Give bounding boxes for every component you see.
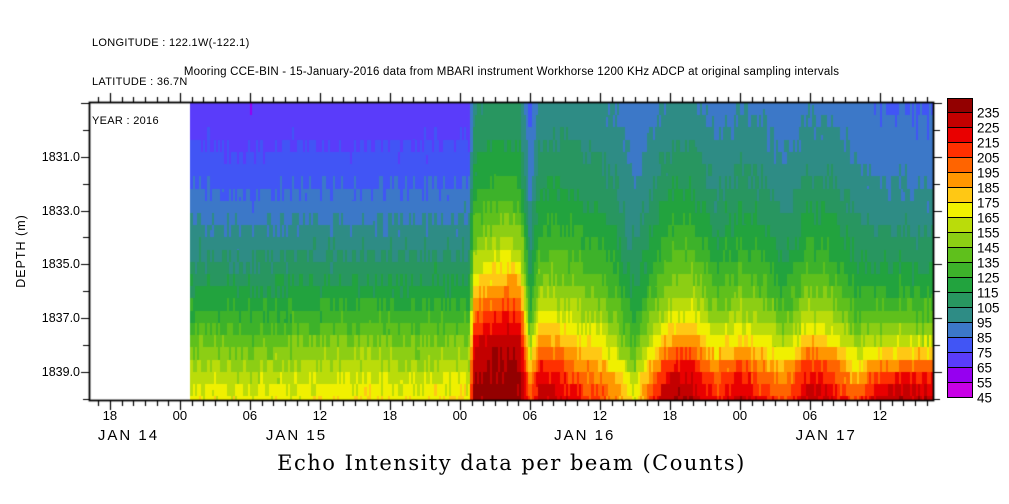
header-latitude: LATITUDE : 36.7N (92, 76, 188, 88)
colorbar-tick-label: 215 (977, 135, 1000, 151)
colorbar-cell (947, 248, 973, 263)
colorbar-tick-label: 195 (977, 165, 1000, 181)
colorbar-cell (947, 158, 973, 173)
x-tick-label: 00 (732, 408, 748, 423)
colorbar-tick-label: 125 (977, 270, 1000, 286)
colorbar-cell (947, 293, 973, 308)
colorbar (947, 98, 973, 398)
colorbar-cell (947, 338, 973, 353)
colorbar-cell (947, 218, 973, 233)
x-date-label: JAN 15 (265, 427, 328, 444)
colorbar-cell (947, 383, 973, 398)
colorbar-cell (947, 278, 973, 293)
colorbar-cell (947, 203, 973, 218)
colorbar-tick-label: 85 (977, 330, 993, 346)
x-tick-label: 18 (102, 408, 118, 423)
x-tick-label: 00 (452, 408, 468, 423)
x-tick-label: 18 (382, 408, 398, 423)
colorbar-tick-label: 185 (977, 180, 1000, 196)
colorbar-cell (947, 308, 973, 323)
y-tick-label: 1837.0 (41, 311, 80, 326)
colorbar-cell (947, 233, 973, 248)
x-tick-label: 06 (522, 408, 538, 423)
colorbar-tick-label: 95 (977, 315, 993, 331)
colorbar-tick-label: 135 (977, 255, 1000, 271)
bottom-title: Echo Intensity data per beam (Counts) (277, 451, 746, 475)
y-tick-label: 1833.0 (41, 203, 80, 218)
colorbar-cell (947, 128, 973, 143)
x-date-label: JAN 16 (554, 427, 616, 444)
colorbar-cell (947, 113, 973, 128)
colorbar-tick-label: 235 (977, 105, 1000, 121)
y-axis-title: DEPTH (m) (14, 214, 28, 288)
x-date-label: JAN 14 (97, 427, 160, 444)
x-tick-label: 12 (592, 408, 608, 423)
y-tick-label: 1835.0 (41, 257, 80, 272)
colorbar-tick-label: 175 (977, 195, 1000, 211)
colorbar-tick-label: 105 (977, 300, 1000, 316)
colorbar-cell (947, 323, 973, 338)
x-date-label: JAN 17 (795, 427, 857, 444)
header-longitude: LONGITUDE : 122.1W(-122.1) (92, 37, 250, 49)
colorbar-tick-label: 225 (977, 120, 1000, 136)
colorbar-tick-label: 205 (977, 150, 1000, 166)
x-tick-label: 06 (242, 408, 258, 423)
colorbar-tick-label: 65 (977, 360, 993, 376)
colorbar-tick-label: 55 (977, 375, 993, 391)
x-tick-label: 18 (662, 408, 678, 423)
x-tick-label: 06 (802, 408, 818, 423)
colorbar-tick-label: 155 (977, 225, 1000, 241)
y-tick-label: 1839.0 (41, 364, 80, 379)
x-tick-label: 12 (312, 408, 328, 423)
header-year: YEAR : 2016 (92, 115, 159, 127)
colorbar-cell (947, 368, 973, 383)
header-block: LONGITUDE : 122.1W(-122.1) LATITUDE : 36… (92, 11, 250, 154)
colorbar-tick-label: 45 (977, 390, 993, 406)
colorbar-cell (947, 173, 973, 188)
colorbar-cell (947, 353, 973, 368)
colorbar-tick-label: 115 (977, 285, 999, 301)
x-tick-label: 12 (872, 408, 888, 423)
colorbar-cell (947, 188, 973, 203)
colorbar-cell (947, 263, 973, 278)
colorbar-tick-label: 145 (977, 240, 1000, 256)
colorbar-tick-label: 165 (977, 210, 1000, 226)
colorbar-tick-label: 75 (977, 345, 993, 361)
y-tick-label: 1831.0 (41, 149, 80, 164)
colorbar-cell (947, 98, 973, 113)
plot-title: Mooring CCE-BIN - 15-January-2016 data f… (183, 66, 840, 78)
x-tick-label: 00 (172, 408, 188, 423)
colorbar-cell (947, 143, 973, 158)
